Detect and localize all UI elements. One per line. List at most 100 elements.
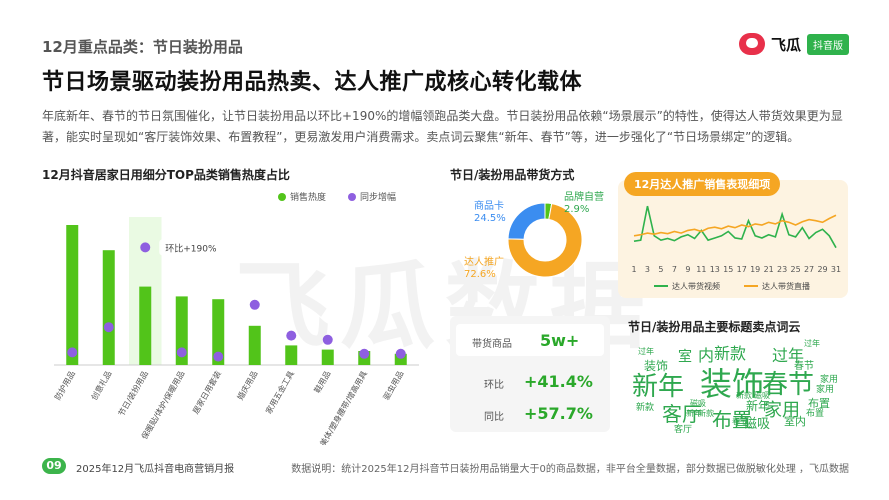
line-x-tick-11: 23 <box>777 265 787 274</box>
wordcloud-word: 布置 <box>712 408 752 432</box>
dot-growth-0 <box>67 347 78 358</box>
pie-value-label-1: 2.9% <box>564 204 589 215</box>
line-series-1 <box>633 214 837 237</box>
line-x-tick-8: 17 <box>737 265 747 274</box>
line-x-tick-2: 5 <box>658 265 663 274</box>
bar-sales-7 <box>321 349 334 365</box>
dot-growth-5 <box>249 299 260 310</box>
line-legend-label-0: 达人带货视频 <box>672 281 720 291</box>
wordcloud-word: 新年 <box>632 372 685 402</box>
wordcloud-word: 家用 <box>820 375 839 385</box>
wordcloud-word: 新年 <box>686 409 702 418</box>
wordcloud-word: 装饰 <box>700 365 765 403</box>
annotation-box <box>159 239 222 256</box>
pie-label-1: 品牌自营 <box>564 190 604 203</box>
dot-growth-4 <box>213 351 224 362</box>
wordcloud-word: 新款 <box>698 409 714 418</box>
pie-value-label-2: 72.6% <box>464 269 496 280</box>
legend-label-growth: 同步增幅 <box>360 193 397 203</box>
wordcloud-word: 春节 <box>762 370 815 400</box>
wordcloud-word: 家用 <box>816 385 835 395</box>
bar-sales-1 <box>102 250 115 365</box>
wordcloud-word: 室 <box>678 349 692 365</box>
metric-row-products: 带货商品 5w+ <box>456 324 604 356</box>
x-tick-label-5: 婚庆用品 <box>235 369 260 402</box>
wordcloud-word: 过年 <box>638 347 654 356</box>
wordcloud-word: 布置 <box>808 397 830 410</box>
bar-chart-title: 12月抖音居家日用细分TOP品类销售热度占比 <box>42 168 290 182</box>
wordcloud-word: 磁吸 <box>754 391 770 400</box>
wordcloud-word: 磁吸 <box>690 399 706 408</box>
bar-sales-4 <box>212 299 225 365</box>
wordcloud-word: 过年 <box>804 339 820 348</box>
wordcloud: 装饰 新年 春节 客厅 布置 家用 新款 过年内室装饰 春节 家用 家用 布置 布置 新年 磁吸 室内 客厅 新款… <box>614 318 854 448</box>
bar-chart-legend: 销售热度 同步增幅 <box>278 190 396 203</box>
dot-growth-1 <box>103 322 114 333</box>
line-chart-title: 12月达人推广销售表现细项 <box>624 172 781 196</box>
wordcloud-word: 春节 <box>732 417 748 426</box>
bar-sales-6 <box>285 345 298 365</box>
wordcloud-word: 内 <box>698 346 715 365</box>
page-title: 节日场景驱动装扮用品热卖、达人推广成核心转化载体 <box>42 70 583 95</box>
wordcloud-word: 室内 <box>784 415 806 428</box>
wordcloud-word: 新年 <box>746 399 771 413</box>
description-paragraph: 年底新年、春节的节日氛围催化，让节日装扮用品以环比+190%的增幅领跑品类大盘。… <box>42 109 843 144</box>
line-x-tick-3: 7 <box>672 265 677 274</box>
line-legend-label-1: 达人带货直播 <box>762 281 810 291</box>
wordcloud-word: 客厅 <box>662 402 702 426</box>
x-tick-label-2: 节日/装扮用品 <box>116 369 150 418</box>
legend-label-sales: 销售热度 <box>290 193 327 203</box>
x-tick-label-7: 鞋用品 <box>312 369 333 395</box>
wordcloud-word: 装饰 <box>644 359 669 373</box>
line-x-tick-15: 31 <box>831 265 841 274</box>
wordcloud-title: 节日/装扮用品主要标题卖点词云 <box>628 320 801 334</box>
dot-growth-8 <box>359 348 370 359</box>
x-tick-label-1: 创意礼品 <box>89 369 114 402</box>
page-number-badge: 09 <box>42 458 66 474</box>
line-x-tick-4: 9 <box>685 265 690 274</box>
metric-value-yoy: +57.7% <box>524 404 593 423</box>
bar-sales-9 <box>394 353 407 365</box>
annotation-text: 环比+190% <box>165 242 217 254</box>
x-tick-label-0: 防护用品 <box>52 369 77 402</box>
dot-growth-2 <box>140 242 151 253</box>
line-x-tick-10: 21 <box>764 265 774 274</box>
metric-label-mom: 环比 <box>484 380 504 391</box>
legend-dot-green <box>278 192 286 201</box>
pie-slice-0 <box>507 202 546 240</box>
line-x-tick-0: 1 <box>631 265 636 274</box>
bar-sales-5 <box>248 325 261 365</box>
brand-logo: 飞瓜 抖音版 <box>738 33 849 55</box>
metric-value-products: 5w+ <box>540 331 580 350</box>
pie-slice-2 <box>507 203 583 278</box>
bar-sales-3 <box>175 296 188 365</box>
wordcloud-word: 磁吸 <box>744 417 771 432</box>
metrics-card: 带货商品 5w+ 环比 +41.4% 同比 +57.7% <box>450 316 610 432</box>
x-tick-label-9: 驱虫用品 <box>381 369 406 402</box>
line-x-tick-7: 15 <box>723 265 733 274</box>
wordcloud-word: 新款 <box>714 344 747 363</box>
logo-text: 飞瓜 <box>770 35 801 54</box>
metric-value-mom: +41.4% <box>524 372 593 391</box>
wordcloud-word: 客厅 <box>674 425 693 435</box>
dot-growth-6 <box>286 330 297 341</box>
line-x-tick-5: 11 <box>696 265 706 274</box>
line-x-tick-9: 19 <box>750 265 760 274</box>
bar-sales-0 <box>66 225 79 365</box>
bar-sales-2 <box>139 286 152 365</box>
wordcloud-word: 过年 <box>772 346 805 365</box>
x-tick-label-6: 家用五金工具 <box>263 369 296 416</box>
line-series-0 <box>633 205 837 249</box>
legend-item-growth: 同步增幅 <box>348 190 396 203</box>
dot-growth-9 <box>395 348 406 359</box>
pie-label-0: 商品卡 <box>474 199 504 212</box>
wordcloud-word: 春节 <box>794 361 814 372</box>
dot-growth-3 <box>176 347 187 358</box>
wordcloud-word: 家用 <box>764 400 800 421</box>
logo-badge: 抖音版 <box>807 33 849 55</box>
line-x-tick-12: 25 <box>791 265 801 274</box>
dot-growth-7 <box>322 334 333 345</box>
